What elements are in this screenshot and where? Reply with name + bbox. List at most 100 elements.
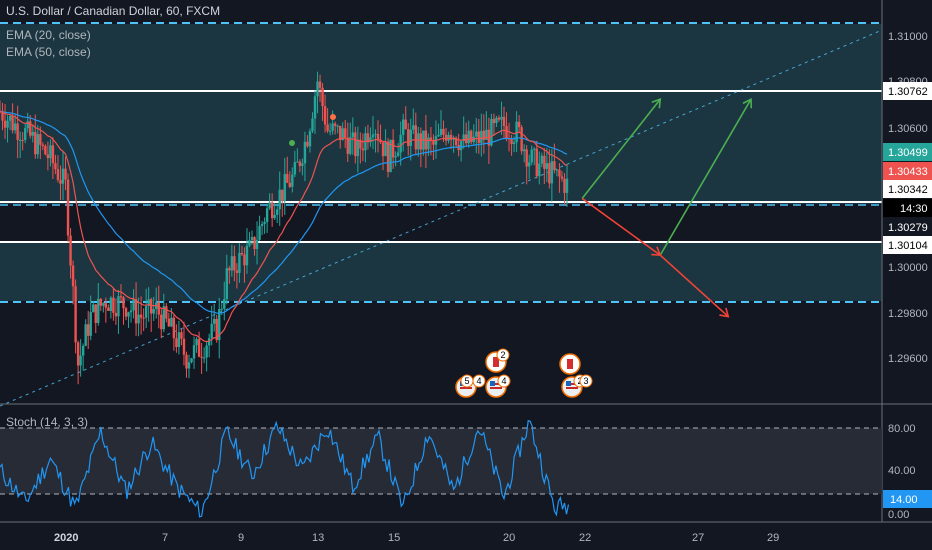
- stoch-legend[interactable]: Stoch (14, 3, 3): [6, 415, 89, 429]
- candle-body: [258, 225, 261, 240]
- candle-body: [142, 317, 145, 319]
- candle-body: [512, 142, 516, 145]
- candle-body: [170, 317, 173, 327]
- candle-body: [74, 286, 77, 343]
- candle-body: [3, 120, 7, 128]
- candle-body: [69, 235, 72, 266]
- price-label-30104-bg: [883, 236, 932, 254]
- candle-body: [21, 139, 24, 141]
- candle-body: [260, 223, 264, 226]
- candle-body: [36, 134, 39, 155]
- candle-body: [109, 297, 113, 311]
- candle-body: [361, 148, 365, 151]
- candle-body: [318, 81, 322, 88]
- candle-body: [336, 125, 339, 127]
- price-axis[interactable]: 1.31000 1.30800 1.30600 1.30000 1.29800 …: [883, 31, 932, 365]
- candle-body: [396, 152, 400, 157]
- stoch-current-bg: [883, 490, 932, 508]
- candle-body: [122, 297, 125, 309]
- candle-body: [550, 161, 554, 184]
- candle-body: [517, 121, 521, 128]
- candle-body: [540, 155, 543, 164]
- symbol-title[interactable]: U.S. Dollar / Canadian Dollar, 60, FXCM: [6, 4, 221, 18]
- candle-body: [391, 139, 395, 158]
- event-badge-ca-2[interactable]: [559, 353, 581, 375]
- candle-body: [427, 137, 430, 150]
- event-count-4: 4: [497, 374, 511, 388]
- candle-body: [225, 268, 228, 300]
- ema50-legend[interactable]: EMA (50, close): [6, 45, 91, 59]
- candle-body: [132, 299, 135, 311]
- projection-arrowhead-4: [719, 307, 730, 318]
- event-count-2: 4: [472, 374, 486, 388]
- event-count-text-6: 3: [583, 376, 588, 386]
- event-count-1: 5: [460, 374, 474, 388]
- candle-body: [197, 339, 201, 357]
- candle-body: [235, 270, 239, 273]
- candle-body: [134, 299, 138, 324]
- candle-body: [359, 139, 362, 149]
- stoch-tick-40: 40.00: [888, 465, 916, 477]
- candle-body: [195, 339, 198, 346]
- price-tick-3: 1.30000: [888, 262, 928, 274]
- candle-body: [61, 168, 65, 184]
- price-label-30762: 1.30762: [888, 86, 928, 98]
- stoch-current-value: 14.00: [890, 494, 918, 506]
- candle-body: [81, 345, 85, 356]
- candle-body: [165, 306, 168, 319]
- candle-body: [356, 139, 360, 157]
- projection-arrow-down-3[interactable]: [581, 197, 661, 256]
- candles-group: [0, 71, 569, 385]
- candle-body: [520, 127, 523, 152]
- candle-body: [228, 268, 231, 271]
- candle-body: [419, 133, 423, 150]
- candle-body: [530, 149, 533, 163]
- time-axis[interactable]: 2020 7 9 13 15 20 22 27 29: [54, 532, 779, 544]
- candle-body: [293, 162, 297, 175]
- candle-body: [114, 312, 118, 317]
- candle-body: [152, 309, 155, 314]
- candle-body: [243, 254, 246, 266]
- candle-body: [112, 297, 115, 313]
- trend-line-extended[interactable]: [0, 29, 883, 407]
- price-label-30762-bg: [883, 82, 932, 100]
- candle-body: [303, 141, 307, 164]
- ema20-legend[interactable]: EMA (20, close): [6, 28, 91, 42]
- event-count-6: 3: [579, 374, 593, 388]
- candle-body: [379, 140, 382, 143]
- candle-body: [328, 130, 332, 132]
- price-label-30279-bg: [883, 218, 932, 236]
- candle-body: [495, 117, 498, 124]
- time-label-1430: 14:30: [900, 203, 928, 215]
- candle-body: [467, 130, 470, 144]
- candle-body: [172, 317, 176, 339]
- candle-body: [376, 133, 380, 141]
- candle-body: [1, 111, 4, 121]
- candle-body: [510, 138, 513, 145]
- candle-body: [29, 121, 32, 136]
- time-label-20: 20: [503, 532, 515, 544]
- event-count-3: 2: [496, 348, 510, 362]
- candle-body: [177, 332, 181, 347]
- projection-arrow-down-4[interactable]: [659, 254, 729, 318]
- event-count-text-3: 2: [500, 350, 505, 360]
- projection-arrow-up-2[interactable]: [659, 98, 752, 256]
- candle-body: [538, 163, 541, 177]
- candle-body: [273, 214, 276, 219]
- candle-body: [386, 141, 390, 172]
- candle-body: [326, 124, 329, 132]
- candle-body: [381, 142, 385, 157]
- candle-body: [555, 169, 559, 171]
- candle-body: [245, 245, 249, 266]
- candle-body: [56, 169, 60, 180]
- candle-body: [522, 149, 526, 152]
- stoch-axis[interactable]: 80.00 40.00 14.00 0.00: [883, 423, 932, 521]
- projection-arrow-up-1[interactable]: [581, 98, 661, 199]
- price-label-30342-bg: [883, 180, 932, 198]
- candle-body: [344, 128, 347, 138]
- candle-body: [288, 182, 291, 187]
- candle-body: [223, 299, 226, 309]
- candle-body: [192, 345, 196, 359]
- candle-body: [291, 174, 294, 187]
